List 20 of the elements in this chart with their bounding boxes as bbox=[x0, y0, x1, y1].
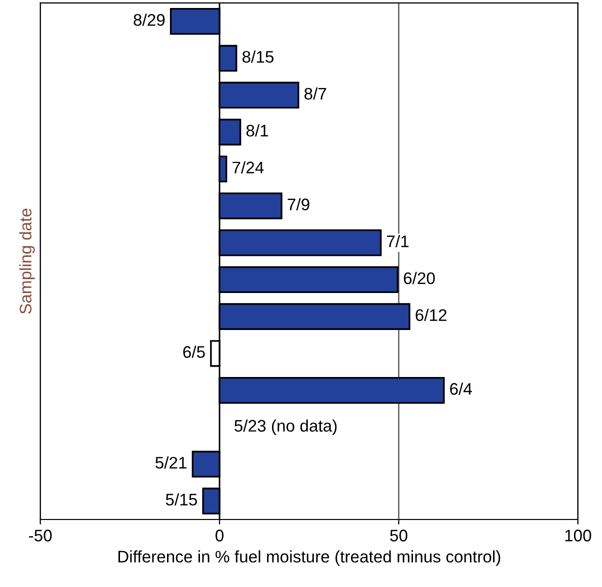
y-tick-label: 6/20 bbox=[404, 272, 435, 284]
x-tick-label: -50 bbox=[29, 530, 52, 542]
y-tick-label: 6/12 bbox=[416, 308, 446, 322]
x-tick-label: 50 bbox=[390, 530, 408, 542]
x-tick-label: 100 bbox=[565, 530, 592, 542]
y-tick-label: 8/15 bbox=[242, 50, 274, 63]
y-tick-label: 8/7 bbox=[304, 87, 326, 100]
y-axis-title: Sampling date bbox=[19, 208, 35, 314]
y-tick-label: 8/1 bbox=[246, 124, 268, 137]
y-tick-label: 7/9 bbox=[288, 198, 310, 210]
y-tick-label: 5/15 bbox=[166, 493, 197, 506]
y-tick-label: 6/4 bbox=[450, 382, 472, 395]
x-tick-label: 0 bbox=[216, 530, 224, 542]
x-axis-title: Difference in % fuel moisture (treated minus control) bbox=[118, 550, 500, 566]
y-tick-label: 5/23 (no data) bbox=[234, 419, 337, 436]
y-tick-label: 7/1 bbox=[387, 235, 409, 248]
y-tick-label: 8/29 bbox=[134, 14, 165, 26]
y-tick-label: 5/21 bbox=[156, 456, 186, 469]
y-tick-label: 7/24 bbox=[232, 161, 264, 174]
y-tick-label: 6/5 bbox=[183, 346, 205, 358]
